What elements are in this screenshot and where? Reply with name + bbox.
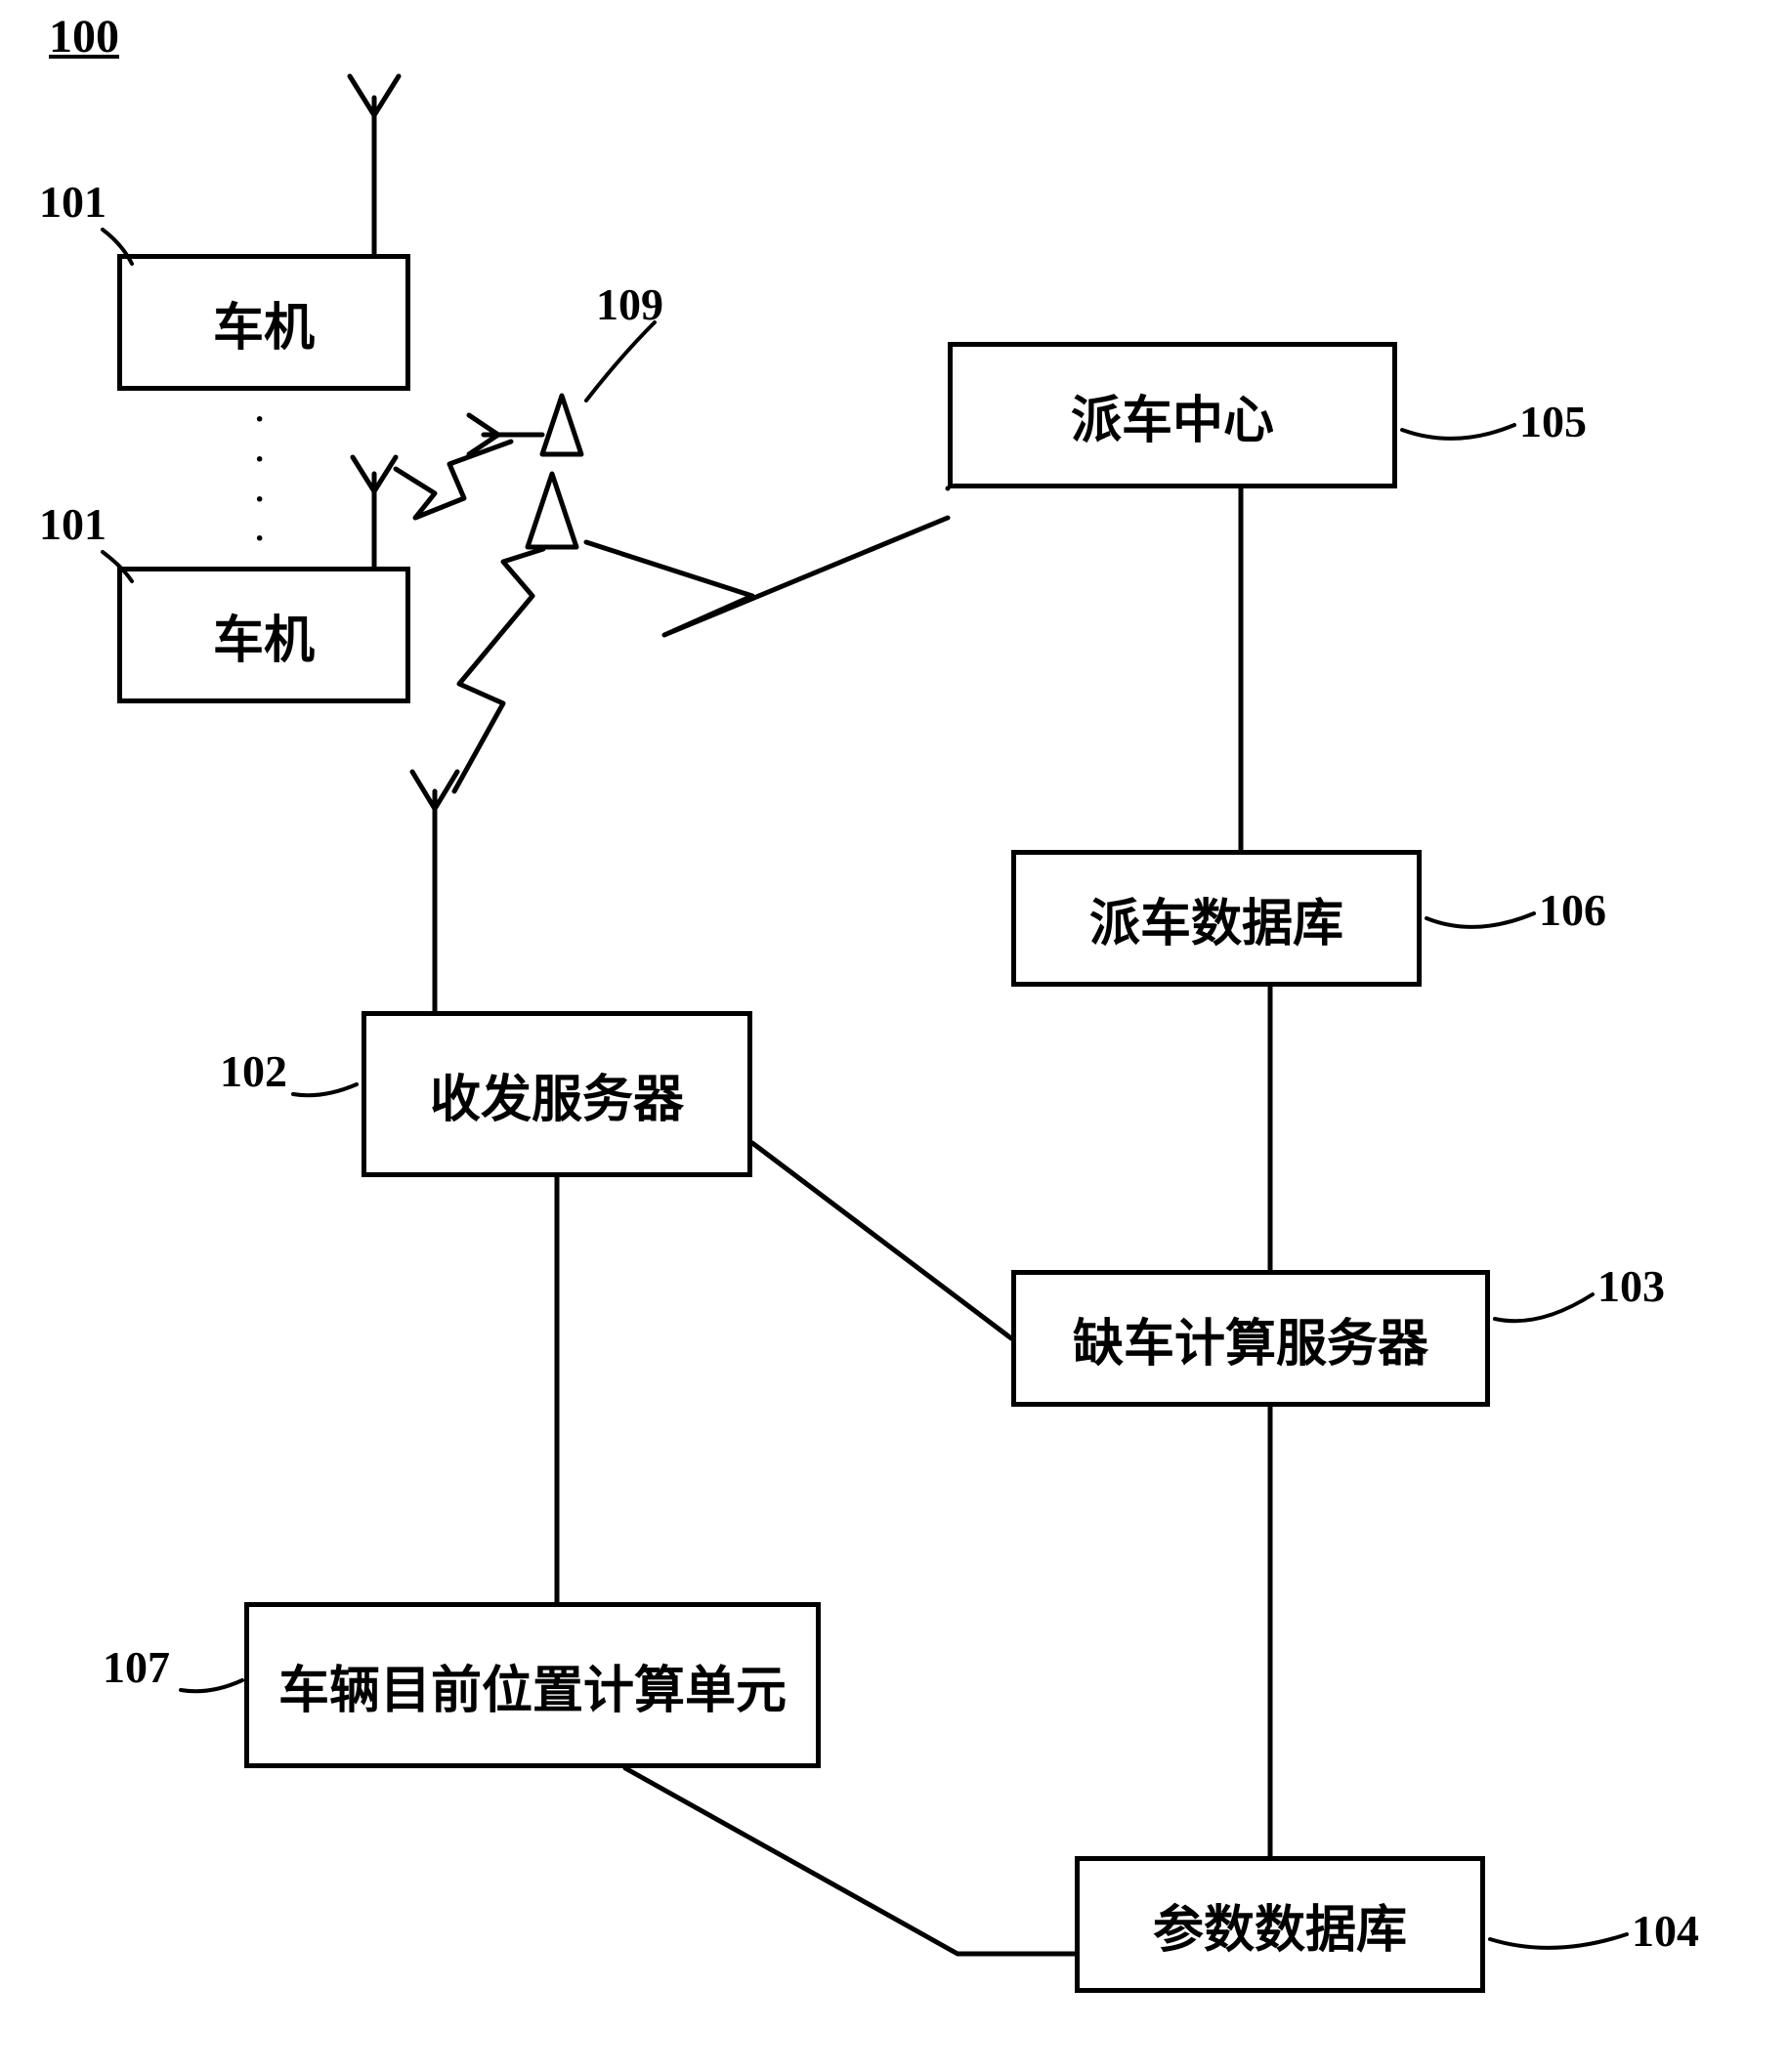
leader-109 bbox=[586, 322, 655, 401]
tower-triangle-bottom bbox=[528, 474, 576, 547]
ref-label-109: 109 bbox=[596, 278, 663, 330]
leader-107 bbox=[181, 1680, 242, 1691]
tower-antenna-v bbox=[469, 415, 498, 454]
ellipsis-dots: ···· bbox=[254, 401, 265, 560]
wireless-server-to-tower bbox=[454, 549, 543, 791]
box-car-unit-2: 车机 bbox=[117, 567, 410, 703]
edge-pos-to-param bbox=[625, 1768, 1075, 1954]
box-param-db-label: 参数数据库 bbox=[1153, 1888, 1407, 1962]
box-calc-server: 缺车计算服务器 bbox=[1011, 1270, 1490, 1407]
ref-label-104: 104 bbox=[1632, 1905, 1699, 1957]
box-dispatch-center-label: 派车中心 bbox=[1071, 379, 1274, 452]
box-dispatch-center: 派车中心 bbox=[948, 342, 1397, 488]
leader-106 bbox=[1426, 913, 1534, 927]
box-position-unit-label: 车辆目前位置计算单元 bbox=[278, 1649, 787, 1722]
antenna-car2-v bbox=[353, 457, 396, 491]
leader-104 bbox=[1490, 1934, 1627, 1948]
antenna-server-v bbox=[412, 772, 457, 809]
tower-triangle-top bbox=[542, 396, 581, 454]
edge-server-to-calc bbox=[752, 1143, 1011, 1338]
ref-label-105: 105 bbox=[1519, 396, 1587, 447]
leader-103 bbox=[1495, 1294, 1593, 1321]
box-car-unit-1-label: 车机 bbox=[213, 286, 315, 359]
wireless-tower-to-center bbox=[586, 518, 948, 635]
box-server: 收发服务器 bbox=[362, 1011, 752, 1177]
box-position-unit: 车辆目前位置计算单元 bbox=[244, 1602, 821, 1768]
box-dispatch-db-label: 派车数据库 bbox=[1089, 882, 1343, 955]
ref-label-106: 106 bbox=[1539, 884, 1606, 936]
box-server-label: 收发服务器 bbox=[430, 1058, 684, 1131]
box-car-unit-2-label: 车机 bbox=[213, 599, 315, 672]
ref-label-103: 103 bbox=[1597, 1260, 1665, 1312]
wireless-car2-to-tower bbox=[396, 442, 511, 518]
box-calc-server-label: 缺车计算服务器 bbox=[1073, 1302, 1428, 1375]
ref-label-107: 107 bbox=[103, 1641, 170, 1693]
box-param-db: 参数数据库 bbox=[1075, 1856, 1485, 1993]
ref-label-101a: 101 bbox=[39, 176, 106, 228]
leader-102 bbox=[293, 1084, 357, 1095]
leader-105 bbox=[1402, 425, 1514, 439]
box-car-unit-1: 车机 bbox=[117, 254, 410, 391]
ref-label-101b: 101 bbox=[39, 498, 106, 550]
box-dispatch-db: 派车数据库 bbox=[1011, 850, 1422, 987]
diagram-title: 100 bbox=[49, 10, 119, 63]
antenna-car1-v bbox=[350, 76, 399, 115]
ref-label-102: 102 bbox=[220, 1045, 287, 1097]
